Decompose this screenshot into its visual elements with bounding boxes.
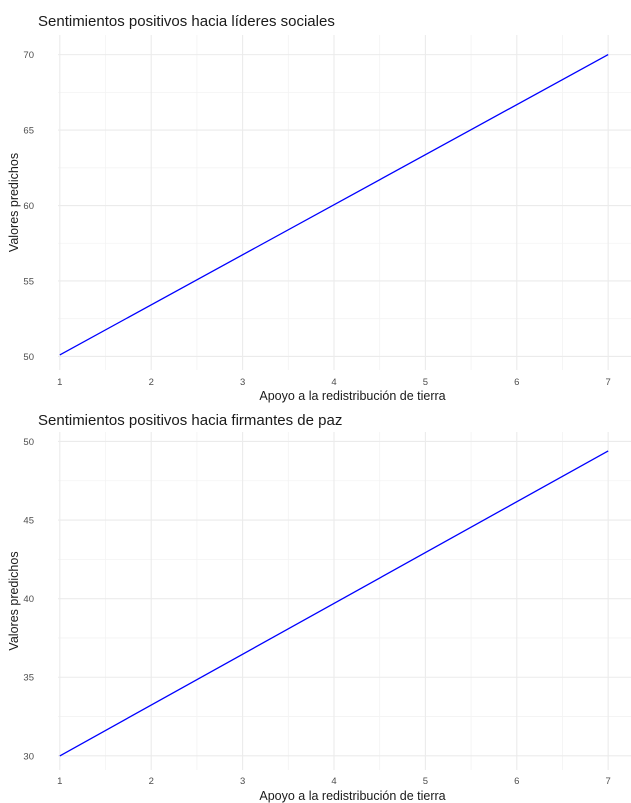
x-tick-label: 5 [423, 776, 428, 787]
y-tick-label: 50 [23, 352, 34, 363]
y-axis-title: Valores predichos [7, 551, 21, 650]
x-tick-label: 3 [240, 776, 245, 787]
x-tick-label: 7 [606, 377, 611, 388]
chart-title: Sentimientos positivos hacia firmantes d… [38, 412, 342, 429]
x-tick-label: 1 [57, 776, 62, 787]
x-axis-title: Apoyo a la redistribución de tierra [259, 389, 445, 403]
x-tick-label: 1 [57, 377, 62, 388]
x-tick-label: 2 [149, 377, 154, 388]
x-tick-label: 2 [149, 776, 154, 787]
x-tick-label: 6 [514, 377, 519, 388]
series-line [59, 450, 609, 757]
x-tick-label: 5 [423, 377, 428, 388]
x-tick-label: 7 [606, 776, 611, 787]
y-tick-label: 55 [23, 276, 34, 287]
x-tick-label: 6 [514, 776, 519, 787]
x-tick-label: 3 [240, 377, 245, 388]
y-axis-title: Valores predichos [7, 153, 21, 252]
y-tick-label: 65 [23, 126, 34, 137]
y-tick-label: 60 [23, 201, 34, 212]
y-tick-label: 45 [23, 516, 34, 527]
x-tick-label: 4 [331, 776, 336, 787]
chart-title: Sentimientos positivos hacia líderes soc… [38, 13, 335, 30]
chart-panel-2: Sentimientos positivos hacia firmantes d… [7, 412, 631, 803]
y-tick-label: 50 [23, 437, 34, 448]
series-line [59, 54, 609, 356]
x-tick-label: 4 [331, 377, 336, 388]
y-tick-label: 40 [23, 594, 34, 605]
y-tick-label: 70 [23, 50, 34, 61]
x-axis-title: Apoyo a la redistribución de tierra [259, 789, 445, 803]
y-tick-label: 35 [23, 673, 34, 684]
y-tick-label: 30 [23, 751, 34, 762]
chart-panel-1: Sentimientos positivos hacia líderes soc… [7, 13, 631, 403]
